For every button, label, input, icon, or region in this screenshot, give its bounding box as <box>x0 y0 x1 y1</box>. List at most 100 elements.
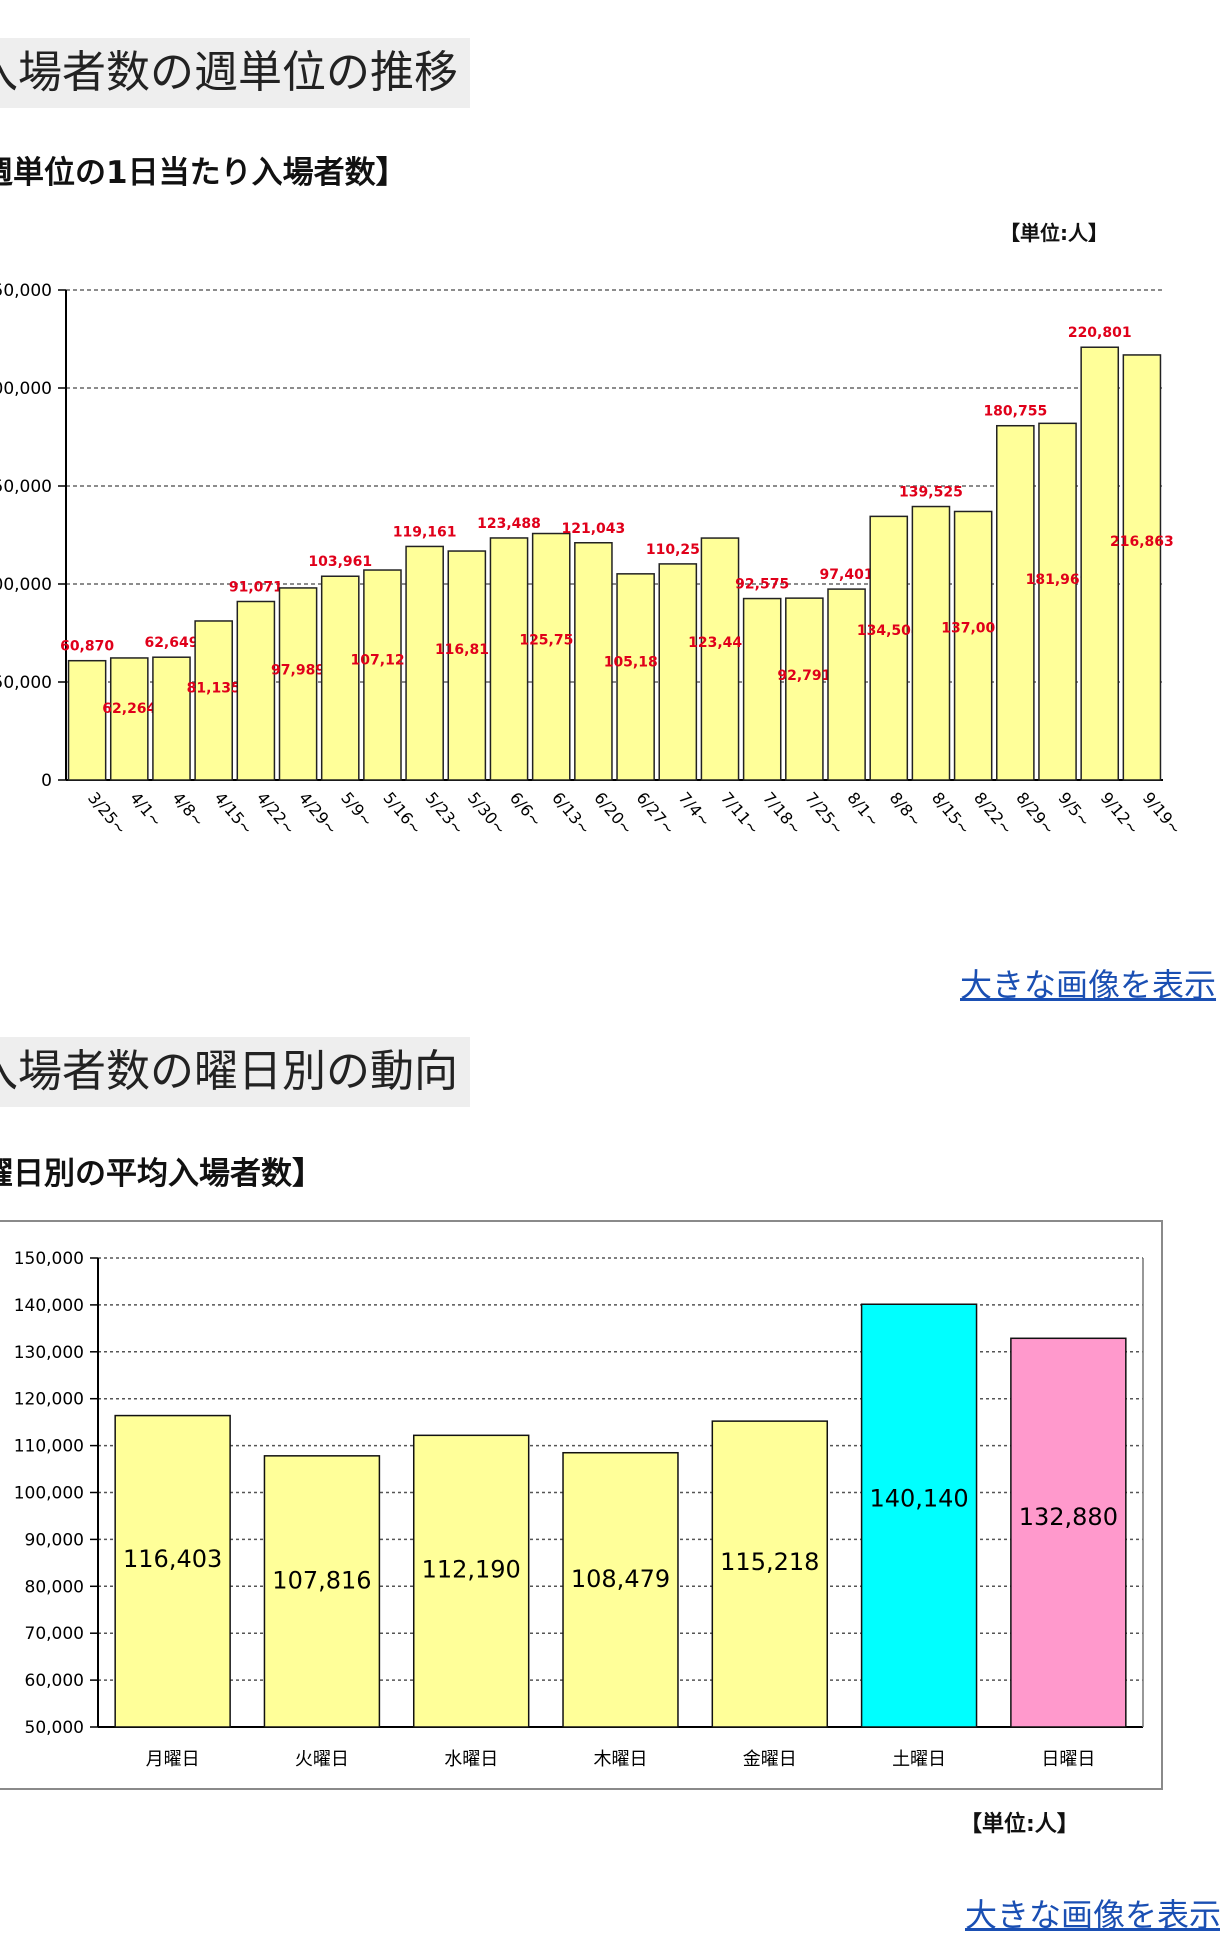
chart-caption-weekly: 週単位の1日当たり入場者数】 <box>0 155 407 191</box>
y-tick-label: 150,000 <box>14 1249 84 1269</box>
bar <box>574 542 613 781</box>
view-large-image-link-2[interactable]: 大きな画像を表示 <box>965 1896 1220 1934</box>
data-label: 92,575 <box>735 577 789 593</box>
data-label: 121,043 <box>562 521 626 537</box>
y-tick-label: 250,000 <box>0 281 52 301</box>
data-label: 220,801 <box>1068 325 1132 341</box>
x-tick-label: 土曜日 <box>892 1749 946 1770</box>
data-label: 60,870 <box>60 639 114 655</box>
data-label: 137,001 <box>941 620 1005 636</box>
unit-note-weekly: 【単位:人】 <box>1000 221 1108 245</box>
x-tick-label: 8/29~ <box>1012 788 1058 838</box>
bar <box>67 659 107 781</box>
chart-caption-weekday: 曜日別の平均入場者数】 <box>0 1156 323 1192</box>
weekly-bar-chart: 0 50,000 100,000 150,000 200,000 250,000 60,87… <box>0 281 1185 838</box>
y-tick-label: 200,000 <box>0 379 52 399</box>
data-label: 132,880 <box>1019 1503 1118 1531</box>
data-label: 81,135 <box>187 681 241 697</box>
x-tick-label: 8/22~ <box>970 788 1016 838</box>
bar <box>658 563 698 781</box>
bar <box>194 620 233 781</box>
data-label: 91,071 <box>229 580 283 596</box>
data-label: 139,525 <box>899 485 963 501</box>
y-tick-label: 90,000 <box>25 1530 84 1550</box>
x-tick-label: 水曜日 <box>444 1749 498 1770</box>
bar <box>996 424 1035 781</box>
data-label: 123,488 <box>477 516 541 532</box>
bar <box>405 545 444 781</box>
data-label: 107,127 <box>351 653 415 669</box>
y-tick-label: 70,000 <box>25 1624 84 1644</box>
section-title-weekday-text: 入場者数の曜日別の動向 <box>0 1046 458 1097</box>
x-tick-label: 7/11~ <box>717 788 763 838</box>
y-tick-label: 110,000 <box>14 1437 84 1457</box>
bar <box>953 510 993 781</box>
y-tick-label: 130,000 <box>14 1343 84 1363</box>
x-tick-label: 8/1~ <box>843 788 883 830</box>
data-label: 107,816 <box>272 1567 371 1595</box>
unit-note-weekday: 【単位:人】 <box>960 1812 1079 1837</box>
x-tick-label: 9/5~ <box>1054 788 1094 830</box>
x-tick-label: 金曜日 <box>743 1749 797 1770</box>
x-tick-label: 9/12~ <box>1097 788 1143 838</box>
y-tick-label: 80,000 <box>25 1577 84 1597</box>
x-tick-label: 4/8~ <box>168 788 208 830</box>
x-tick-label: 6/6~ <box>506 788 546 830</box>
y-tick-label: 120,000 <box>14 1390 84 1410</box>
x-tick-label: 月曜日 <box>146 1749 200 1770</box>
bar <box>869 515 909 781</box>
x-tick-label: 5/16~ <box>379 788 425 838</box>
y-tick-label: 150,000 <box>0 477 52 497</box>
data-label: 108,479 <box>571 1565 670 1593</box>
x-tick-label: 3/25~ <box>84 788 130 838</box>
x-tick-label: 日曜日 <box>1041 1749 1095 1770</box>
x-tick-label: 5/30~ <box>464 788 510 838</box>
y-tick-label: 0 <box>41 771 52 791</box>
y-tick-label: 60,000 <box>25 1671 84 1691</box>
bar <box>236 600 276 781</box>
data-label: 103,961 <box>308 554 372 570</box>
data-label: 123,440 <box>688 635 752 651</box>
bar <box>1080 346 1120 781</box>
bar <box>531 532 571 781</box>
data-label: 110,252 <box>646 542 710 558</box>
x-tick-label: 木曜日 <box>594 1749 648 1770</box>
x-tick-label: 6/27~ <box>633 788 679 838</box>
section-title-weekday: 入場者数の曜日別の動向 <box>0 1037 470 1107</box>
bar <box>711 1420 829 1728</box>
bar <box>109 657 149 781</box>
bar <box>562 1451 679 1728</box>
bar <box>1038 422 1077 781</box>
data-label: 116,815 <box>435 642 499 658</box>
bar <box>363 569 402 781</box>
x-tick-label: 6/20~ <box>590 788 636 838</box>
x-tick-label: 火曜日 <box>295 1749 349 1770</box>
x-tick-label: 7/18~ <box>759 788 805 838</box>
bar <box>489 537 529 781</box>
x-tick-label: 7/25~ <box>801 788 847 838</box>
y-tick-label: 50,000 <box>0 673 52 693</box>
data-label: 105,180 <box>604 655 668 671</box>
data-label: 134,504 <box>857 623 921 639</box>
bar <box>152 656 191 781</box>
x-tick-label: 8/8~ <box>886 788 926 830</box>
bar <box>1122 354 1162 781</box>
y-tick-label: 100,000 <box>0 575 52 595</box>
data-label: 140,140 <box>869 1485 968 1513</box>
weekday-chart-frame: 50,000 60,000 70,000 80,000 90,000 100,000 110… <box>0 1220 1163 1790</box>
data-label: 62,649 <box>144 635 198 651</box>
bar <box>785 597 824 781</box>
bar <box>114 1414 231 1728</box>
weekday-bar-chart: 50,000 60,000 70,000 80,000 90,000 100,000 110… <box>14 1249 1144 1770</box>
data-label: 97,989 <box>271 662 325 678</box>
x-tick-label: 4/22~ <box>253 788 299 838</box>
data-label: 180,755 <box>983 404 1047 420</box>
bar <box>263 1455 381 1728</box>
x-tick-label: 8/15~ <box>928 788 974 838</box>
y-tick-label: 50,000 <box>25 1718 84 1738</box>
view-large-image-link-1[interactable]: 大きな画像を表示 <box>960 966 1217 1004</box>
data-label: 125,753 <box>519 632 583 648</box>
bar <box>447 550 487 781</box>
y-tick-label: 140,000 <box>14 1296 84 1316</box>
bar <box>700 537 740 781</box>
